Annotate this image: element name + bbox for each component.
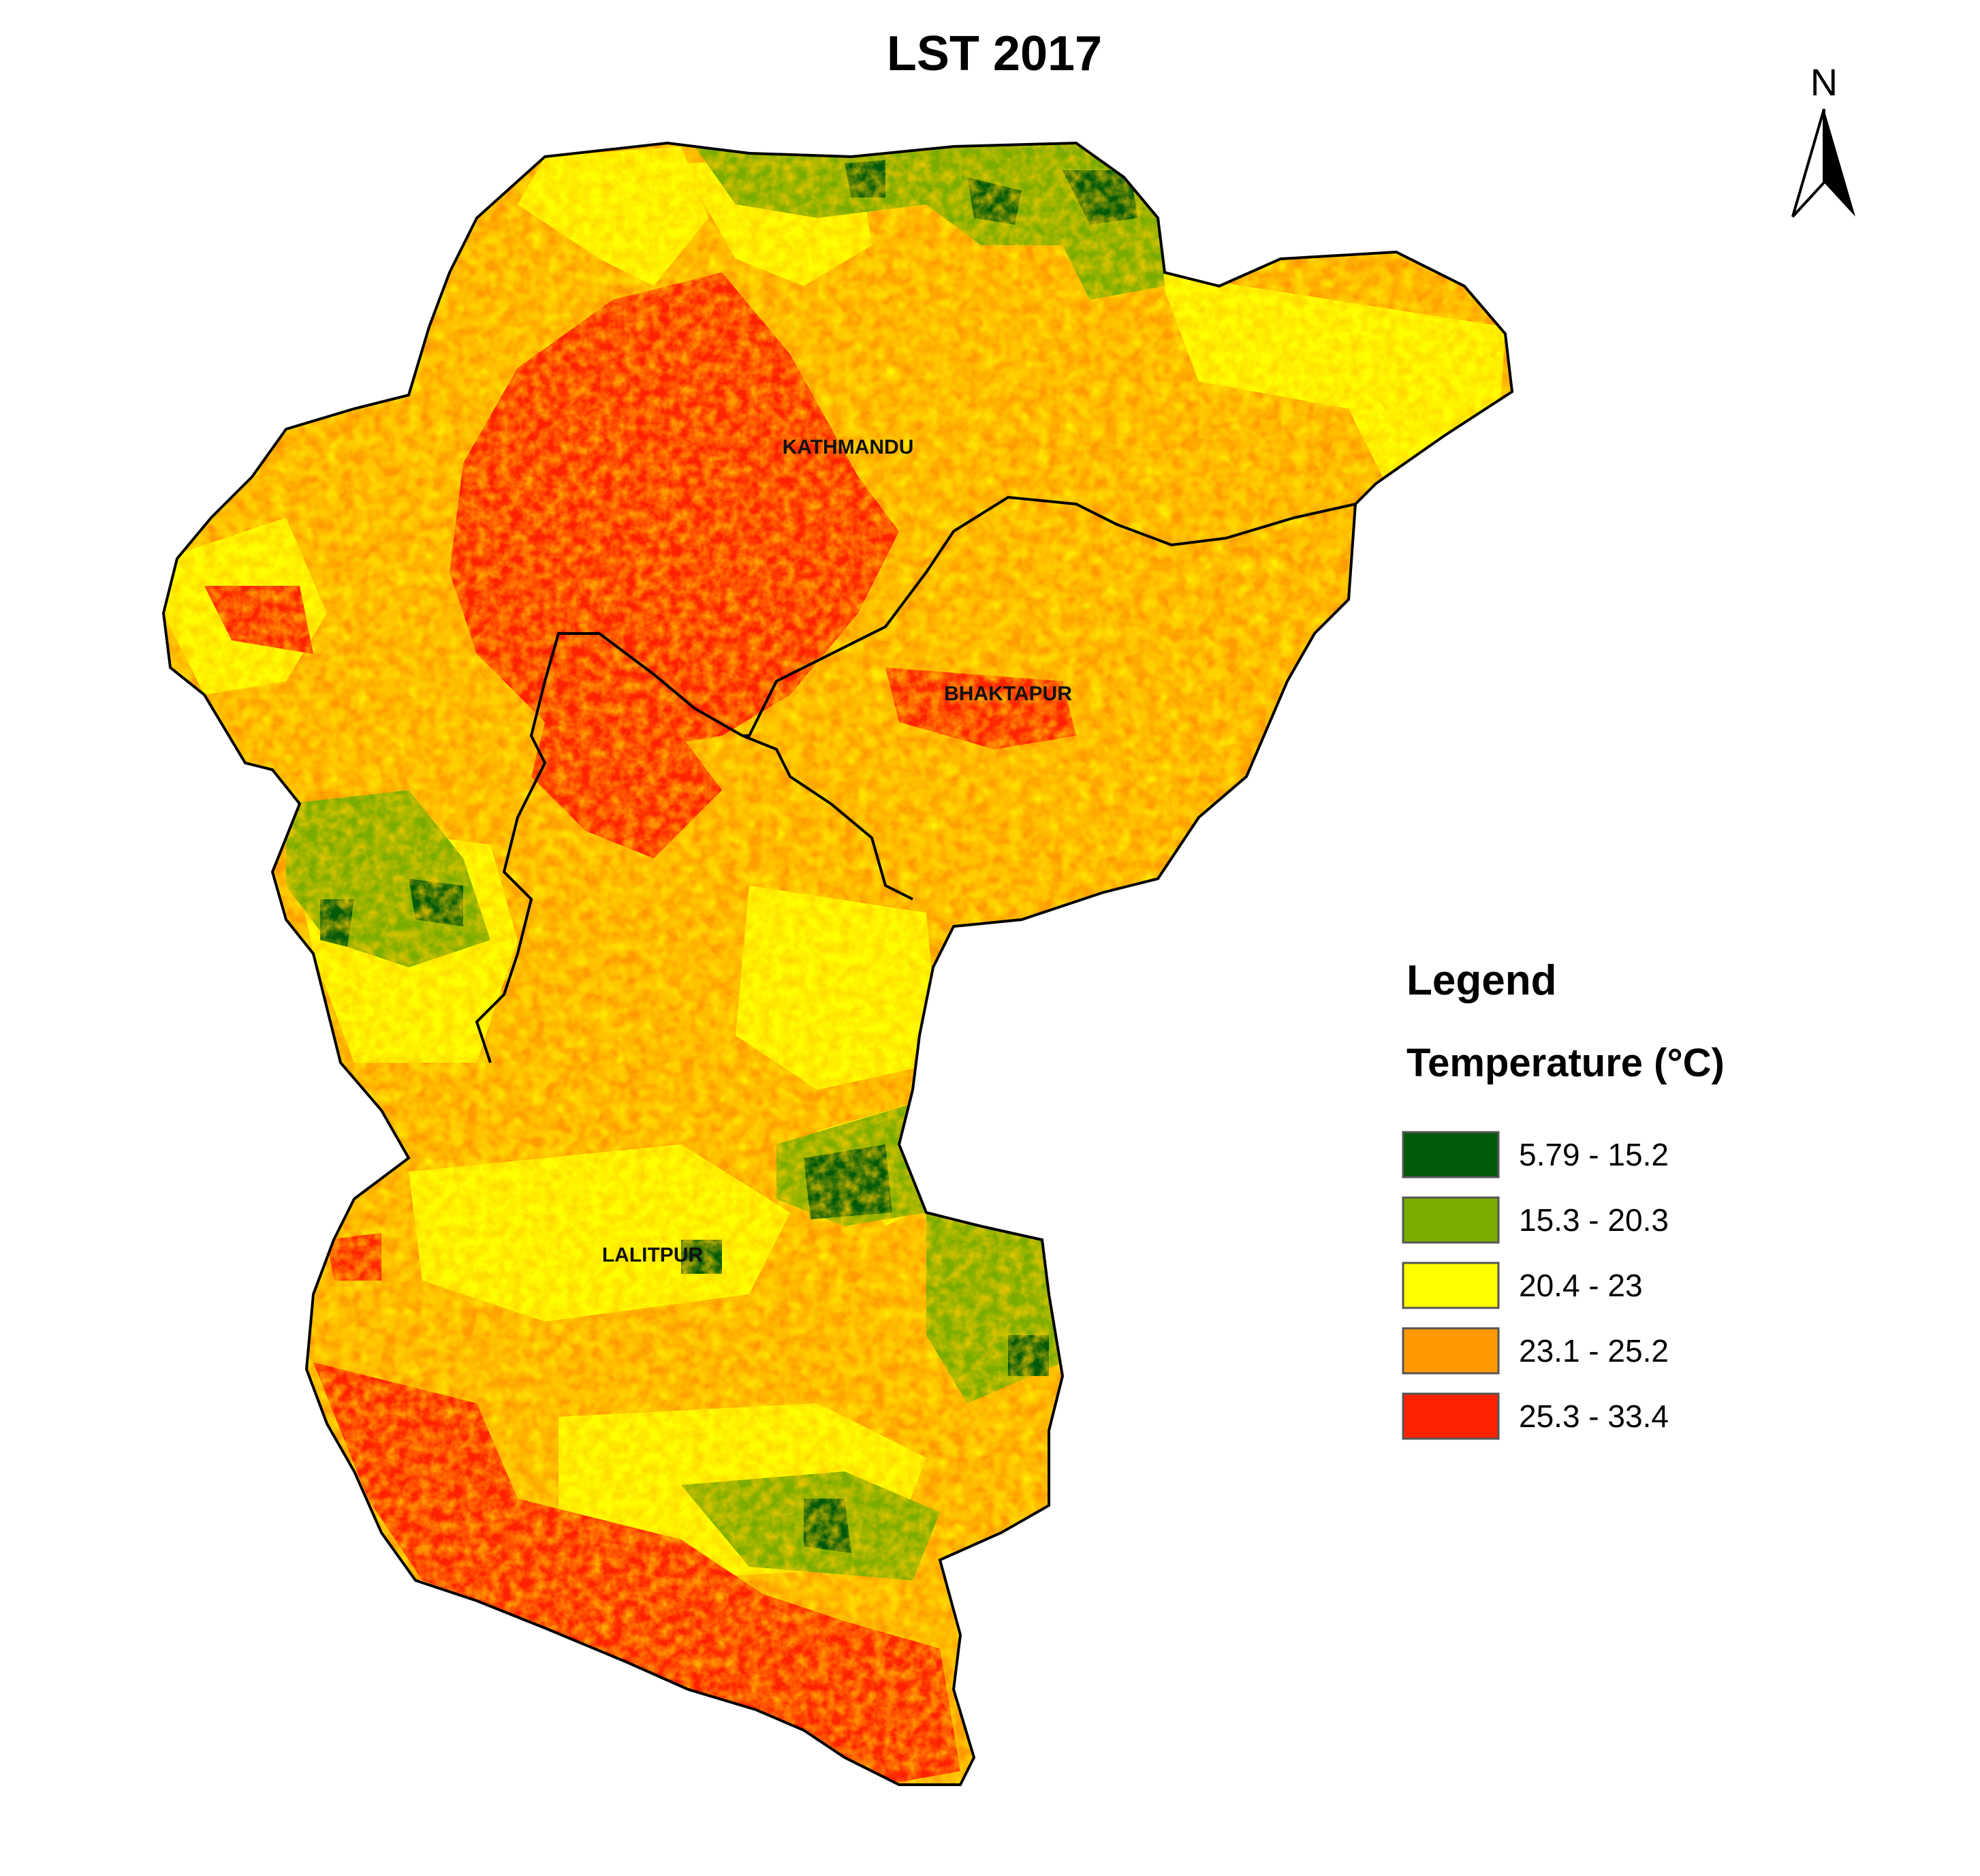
legend-label-1: 15.3 - 20.3 bbox=[1519, 1202, 1669, 1238]
north-arrow-outline-icon bbox=[1791, 108, 1825, 218]
north-arrow-letter: N bbox=[1810, 61, 1838, 104]
legend-swatch-1 bbox=[1402, 1196, 1500, 1244]
boundary-kathmandu-lalitpur bbox=[475, 632, 743, 1063]
legend-label-0: 5.79 - 15.2 bbox=[1519, 1137, 1669, 1172]
legend-title: Legend bbox=[1407, 957, 1556, 1004]
legend-subtitle: Temperature (°C) bbox=[1407, 1041, 1725, 1085]
north-arrow-icon bbox=[1824, 109, 1855, 217]
boundary-bhaktapur-lalitpur bbox=[742, 734, 913, 901]
legend-swatch-0 bbox=[1402, 1131, 1500, 1178]
legend-label-4: 25.3 - 33.4 bbox=[1519, 1398, 1669, 1434]
north-arrow: N bbox=[1791, 61, 1855, 218]
district-label-bhaktapur: BHAKTAPUR bbox=[944, 683, 1072, 705]
district-boundaries bbox=[161, 141, 1514, 1786]
map-title: LST 2017 bbox=[887, 27, 1102, 81]
district-label-kathmandu: KATHMANDU bbox=[783, 436, 914, 458]
legend-swatch-3 bbox=[1402, 1327, 1500, 1375]
outer-boundary bbox=[161, 141, 1514, 1786]
district-label-lalitpur: LALITPUR bbox=[602, 1244, 704, 1266]
lst-speckle-orange bbox=[163, 143, 1512, 1785]
legend-swatch-2 bbox=[1402, 1262, 1500, 1309]
legend-items: 5.79 - 15.2 15.3 - 20.3 20.4 - 23 23.1 - 25… bbox=[1402, 1131, 1669, 1440]
legend-label-2: 20.4 - 23 bbox=[1519, 1268, 1643, 1303]
lst-raster bbox=[163, 143, 1512, 1785]
legend-label-3: 23.1 - 25.2 bbox=[1519, 1333, 1669, 1369]
legend-swatch-4 bbox=[1402, 1392, 1500, 1440]
boundary-kathmandu-bhaktapur bbox=[742, 495, 1356, 737]
legend: Legend Temperature (°C) 5.79 - 15.2 15.3 … bbox=[1402, 957, 1725, 1440]
